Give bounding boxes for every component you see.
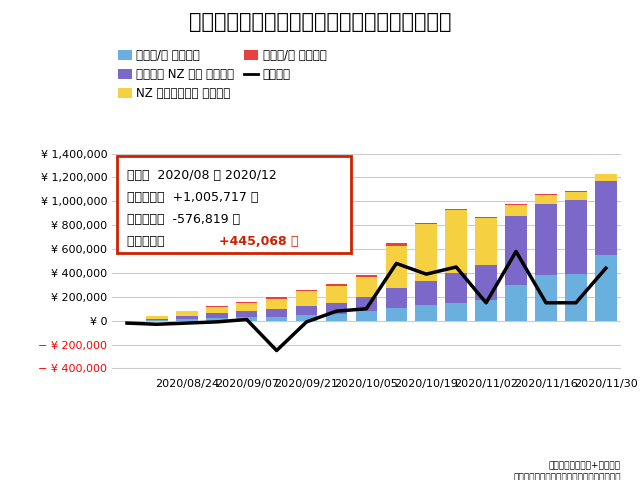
Bar: [385, 288, 407, 308]
Bar: [206, 318, 228, 321]
Bar: [236, 311, 257, 317]
Bar: [176, 316, 198, 319]
Bar: [326, 286, 348, 303]
Bar: [476, 264, 497, 300]
Bar: [445, 303, 467, 321]
Text: +445,068 円: +445,068 円: [219, 235, 298, 248]
Bar: [356, 297, 377, 311]
Bar: [176, 319, 198, 321]
Text: 実現損益：決済益+スワップ: 実現損益：決済益+スワップ: [548, 461, 621, 470]
Text: 合計損益：: 合計損益：: [127, 235, 173, 248]
Bar: [476, 217, 497, 218]
Bar: [236, 303, 257, 311]
Bar: [146, 319, 168, 320]
Legend: 米ドル/円 実現損益, 豪ドル／ NZ ドル 実現損益, NZ ドル／米ドル 実現損益, 加ドル/円 実現損益, 合計損益: 米ドル/円 実現損益, 豪ドル／ NZ ドル 実現損益, NZ ドル／米ドル 実…: [113, 45, 332, 105]
Bar: [535, 204, 557, 276]
Bar: [415, 223, 437, 224]
Bar: [326, 285, 348, 286]
Bar: [595, 181, 616, 255]
Text: 期間：  2020/08 ～ 2020/12: 期間： 2020/08 ～ 2020/12: [127, 169, 277, 182]
Bar: [146, 316, 168, 319]
Bar: [565, 200, 587, 274]
Bar: [505, 216, 527, 285]
Bar: [535, 276, 557, 321]
Bar: [445, 273, 467, 303]
Bar: [385, 245, 407, 288]
Bar: [326, 314, 348, 321]
Bar: [505, 285, 527, 321]
Bar: [146, 320, 168, 321]
Bar: [206, 313, 228, 318]
Bar: [415, 281, 437, 305]
Bar: [356, 277, 377, 297]
Bar: [445, 209, 467, 210]
Bar: [505, 205, 527, 216]
Bar: [296, 306, 317, 315]
Bar: [535, 195, 557, 204]
Bar: [415, 305, 437, 321]
Bar: [206, 306, 228, 307]
Bar: [595, 175, 616, 181]
Bar: [266, 316, 287, 321]
Bar: [565, 274, 587, 321]
Bar: [356, 275, 377, 277]
Bar: [565, 192, 587, 200]
Bar: [206, 307, 228, 313]
Text: 実現損益：  +1,005,717 円: 実現損益： +1,005,717 円: [127, 191, 259, 204]
Bar: [476, 300, 497, 321]
Text: 評価損益：  -576,819 円: 評価損益： -576,819 円: [127, 213, 241, 226]
Text: コンサルトラリピの週次報告（ナローレンジ）: コンサルトラリピの週次報告（ナローレンジ）: [189, 12, 451, 32]
Bar: [266, 309, 287, 316]
Bar: [356, 311, 377, 321]
Bar: [296, 315, 317, 321]
Bar: [595, 255, 616, 321]
Text: 合計損益：ポジションを全決済した時の損益: 合計損益：ポジションを全決済した時の損益: [513, 473, 621, 480]
Bar: [326, 303, 348, 314]
Bar: [296, 290, 317, 291]
Bar: [236, 317, 257, 321]
Bar: [385, 308, 407, 321]
Bar: [385, 243, 407, 245]
Bar: [505, 204, 527, 205]
Bar: [266, 299, 287, 309]
Bar: [415, 224, 437, 281]
Bar: [445, 210, 467, 273]
Bar: [176, 312, 198, 316]
Bar: [296, 291, 317, 306]
Bar: [266, 298, 287, 299]
Bar: [236, 302, 257, 303]
Bar: [476, 218, 497, 264]
FancyBboxPatch shape: [117, 156, 351, 253]
